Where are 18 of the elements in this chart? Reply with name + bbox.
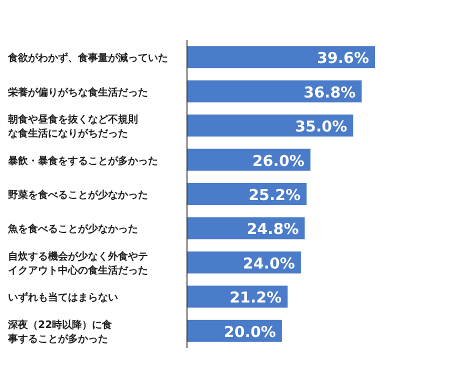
data-label: 20.0% [224, 322, 276, 341]
y-tick-label: 野菜を食べることが少なかった [8, 189, 148, 201]
y-tick-label: いずれも当てはまらない [8, 292, 118, 304]
data-label: 24.0% [242, 254, 295, 272]
y-tick-label: 魚を食べることが少なかった [7, 223, 138, 236]
y-tick-label: 暴飲・暴食をすることが多かった [7, 154, 158, 167]
y-tick-label: 朝食や昼食を抜くなど不規則な食生活になりがちだった [7, 114, 138, 140]
y-tick-label: 自炊する機会が少なく外食やテイクアウト中心の食生活だった [8, 250, 148, 276]
data-label: 26.0% [252, 152, 304, 170]
y-tick-label: 食欲がわかず、食事量が減っていた [7, 52, 168, 64]
y-tick-label: 栄養が偏りがちな食生活だった [8, 86, 148, 98]
data-label: 24.8% [246, 220, 299, 238]
data-label: 36.8% [304, 83, 356, 102]
data-label: 25.2% [248, 186, 301, 204]
data-label: 35.0% [295, 118, 348, 136]
data-label: 21.2% [230, 288, 282, 307]
y-tick-label: 深夜（22時以降）に食事することが多かった [7, 318, 114, 345]
data-label: 39.6% [316, 49, 369, 68]
